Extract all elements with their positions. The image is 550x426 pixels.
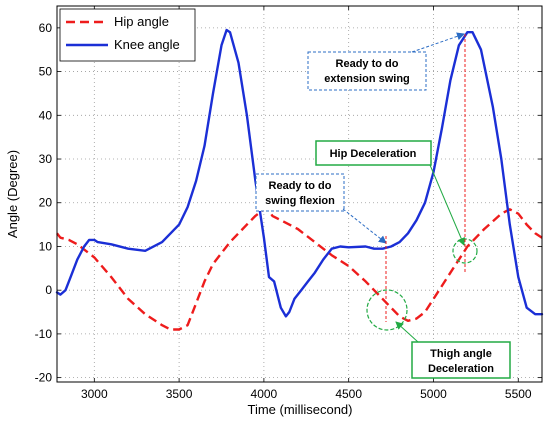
annotation-hip-deceleration: Hip Deceleration [315,140,465,246]
y-axis-label: Angle (Degree) [5,150,20,238]
highlight-circle-thigh [366,289,408,331]
y-tick-label: -20 [35,371,53,385]
x-tick-label: 3000 [81,387,108,401]
y-tick-label: 20 [39,196,53,210]
annotation-extension-swing: Ready to do extension swing [307,32,465,91]
annotation-arrow [411,32,465,53]
annotation-line-2: swing flexion [265,195,335,207]
y-tick-label: 10 [39,239,53,253]
annotation-box [307,51,427,91]
annotation-line-1: Ready to do [269,180,332,192]
x-axis-label: Time (millisecond) [248,402,353,417]
annotation-arrow [429,164,465,246]
annotation-arrow [342,208,387,244]
legend: Hip angle Knee angle [59,8,196,62]
y-tick-label: 60 [39,21,53,35]
y-tick-label: 40 [39,108,53,122]
series-group [55,28,544,331]
annotation-swing-flexion: Ready to do swing flexion [255,173,387,244]
x-tick-label: 4000 [251,387,278,401]
annotation-line-1: Hip Deceleration [330,148,417,160]
x-tick-label: 3500 [166,387,193,401]
x-tick-label: 4500 [335,387,362,401]
annotation-arrow [395,321,419,343]
annotation-box [315,140,432,166]
series-line-knee-angle [55,28,544,318]
legend-label-knee: Knee angle [114,37,180,52]
series-line-hip-angle [56,206,543,331]
annotation-line-2: extension swing [324,73,410,85]
y-tick-label: 50 [39,65,53,79]
y-tick-label: 30 [39,152,53,166]
x-tick-label: 5000 [420,387,447,401]
annotation-thigh-deceleration: Thigh angle Deceleration [395,321,511,379]
y-tick-label: -10 [35,327,53,341]
annotation-line-1: Ready to do [336,58,399,70]
legend-box [59,8,196,62]
axis-ticks: 3000 3500 4000 4500 5000 5500 -20 -10 0 10 20 30 40 5… [35,6,542,401]
annotation-box [255,173,345,212]
legend-label-hip: Hip angle [114,14,169,29]
x-tick-label: 5500 [505,387,532,401]
annotation-line-1: Thigh angle [430,348,492,360]
annotation-line-2: Deceleration [428,363,494,375]
y-tick-label: 0 [45,283,52,297]
plot-frame [56,5,543,383]
annotation-box [411,341,511,379]
